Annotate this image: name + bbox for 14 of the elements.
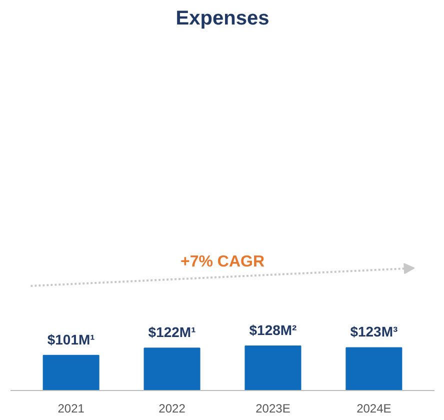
x-tick-label: 2024E [356, 402, 392, 416]
x-tick-label: 2022 [158, 402, 186, 416]
text: +7% CAGR [180, 253, 265, 270]
bar [144, 348, 200, 390]
data-label: $128M² [249, 322, 298, 338]
data-label: $101M¹ [47, 331, 96, 348]
x-tick-label: 2023E [256, 402, 290, 416]
data-label: $123M³ [350, 324, 398, 340]
bar [346, 347, 402, 390]
bar [244, 346, 302, 390]
data-label: $122M¹ [148, 324, 196, 340]
x-tick-label: 2021 [58, 402, 85, 416]
bar [42, 354, 100, 390]
chart-title: Expenses [176, 8, 270, 30]
